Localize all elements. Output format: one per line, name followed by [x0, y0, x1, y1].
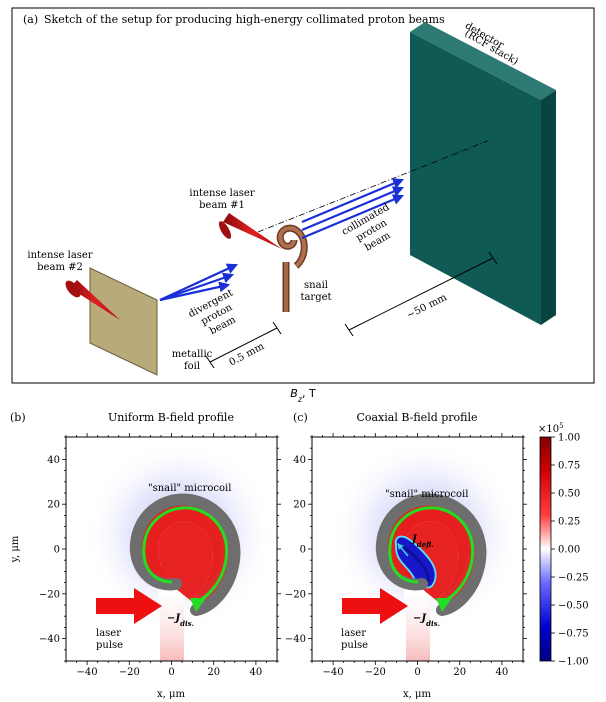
foil-label-line2: foil	[184, 361, 200, 372]
laser-trail-c	[406, 598, 430, 661]
colorbar-tick-label: 0.25	[558, 517, 580, 528]
axes-c-x-tick-label: −40	[323, 667, 344, 678]
laser-trail-b	[160, 598, 184, 661]
axes-b-x-tick-label: 20	[207, 667, 220, 678]
field-label: Bz, T	[290, 387, 316, 404]
axes-c-y-tick-label: 0	[300, 545, 306, 556]
axes-c-x-tick-label: 40	[496, 667, 509, 678]
colorbar-tick-label: −0.75	[558, 629, 589, 640]
axes-c-x-tick-label: −20	[365, 667, 386, 678]
coil-current-b	[142, 506, 229, 604]
panel-c-plot	[311, 436, 524, 662]
panel-c-title: Coaxial B-field profile	[356, 411, 477, 424]
panel-b-plot	[65, 436, 278, 662]
colorbar-tick-label: −0.50	[558, 601, 589, 612]
axes-b-x-tick-label: 0	[168, 667, 174, 678]
panel-a: (a) Sketch of the setup for producing hi…	[11, 7, 595, 384]
axes-b-y-tick-label: 40	[47, 455, 60, 466]
laser-label-b-line1: laser	[96, 628, 121, 639]
laser-1-label-line1: intense laser	[189, 188, 254, 199]
axes-b-y-tick-label: −40	[39, 634, 60, 645]
y-axis-label-b: y, μm	[10, 535, 21, 563]
jdis-label-b: −Jdis.	[167, 613, 194, 628]
jdis-label-c: −Jdis.	[413, 613, 440, 628]
panel-c-label: (c)	[293, 411, 308, 424]
laser-2-label-line2: beam #2	[37, 262, 83, 273]
metallic-foil	[89, 267, 158, 376]
axes-b-y-tick-label: 0	[54, 545, 60, 556]
laser-label-b-line2: pulse	[96, 640, 123, 651]
coil-current-arrow-b	[190, 598, 206, 612]
snail-coil-c	[375, 493, 487, 616]
axes-c-x-tick-label: 0	[414, 667, 420, 678]
laser-label-c-line2: pulse	[341, 640, 368, 651]
divergent-proton-beam	[159, 263, 238, 302]
colorbar-gradient	[539, 436, 552, 662]
axes-b: −40 −20 0 20 40 40 20 0 −20 −40	[39, 433, 281, 678]
laser-2-label-line1: intense laser	[27, 250, 92, 261]
laser-beam-1	[223, 213, 282, 249]
foil-label-line1: metallic	[172, 349, 213, 360]
microcoil-label-b: "snail" microcoil	[148, 483, 231, 494]
coil-current-arrow-c	[436, 598, 452, 612]
panel-a-label: (a)	[23, 13, 38, 26]
laser-beam-1-base	[218, 221, 232, 239]
axes-c-y-tick-label: 40	[293, 455, 306, 466]
jdefl-label-c: Jdefl.	[410, 534, 434, 549]
laser-pulse-arrow-b	[96, 588, 162, 624]
colorbar-tick-label: 1.00	[558, 433, 580, 444]
snail-target	[276, 224, 308, 312]
colorbar: 1.00 0.75 0.50 0.25 0.00 −0.25 −0.50 −0.75 −1.00…	[538, 422, 589, 668]
snail-coil-b	[129, 493, 241, 616]
axes-c-y-tick-label: −20	[285, 589, 306, 600]
snail-label-line1: snail	[304, 280, 328, 291]
axes-c: −40 −20 0 20 40 40 20 0 −20 −40	[285, 433, 527, 678]
colorbar-tick-label: 0.75	[558, 461, 580, 472]
collimated-proton-beam	[301, 178, 405, 240]
panel-b-title: Uniform B-field profile	[108, 411, 234, 424]
coil-current-c	[388, 506, 475, 604]
laser-label-c-line1: laser	[341, 628, 366, 639]
panel-b-label: (b)	[10, 411, 26, 424]
jdefl-arrow-c	[397, 543, 409, 557]
axes-b-x-tick-label: −20	[119, 667, 140, 678]
axes-c-y-tick-label: −40	[285, 634, 306, 645]
laser-beam-2	[70, 280, 120, 320]
distance-bar-detector	[344, 251, 498, 337]
colorbar-tick-label: −1.00	[558, 657, 589, 668]
x-axis-label-b: x, μm	[157, 689, 185, 700]
colorbar-tick-label: 0.50	[558, 489, 580, 500]
distance-bar-foil	[205, 321, 282, 369]
x-axis-label-c: x, μm	[403, 689, 431, 700]
axes-b-y-tick-label: 20	[47, 500, 60, 511]
axes-c-y-tick-label: 20	[293, 500, 306, 511]
detector	[410, 22, 556, 325]
axes-b-x-tick-label: −40	[77, 667, 98, 678]
colorbar-tick-label: −0.25	[558, 573, 589, 584]
snail-label-line2: target	[300, 292, 331, 303]
axes-c-x-tick-label: 20	[453, 667, 466, 678]
colorbar-ticks: 1.00 0.75 0.50 0.25 0.00 −0.25 −0.50 −0.75 −1.00	[551, 433, 589, 668]
axes-b-x-tick-label: 40	[250, 667, 263, 678]
colorbar-tick-label: 0.00	[558, 545, 580, 556]
laser-beam-2-base	[65, 280, 81, 298]
beam-axis	[257, 139, 491, 233]
microcoil-label-c: "snail" microcoil	[385, 489, 468, 500]
laser-1-label-line2: beam #1	[199, 200, 245, 211]
colorbar-multiplier: ×105	[538, 422, 564, 435]
laser-pulse-arrow-c	[342, 588, 408, 624]
axes-b-y-tick-label: −20	[39, 589, 60, 600]
panel-a-title: Sketch of the setup for producing high-e…	[44, 13, 445, 26]
